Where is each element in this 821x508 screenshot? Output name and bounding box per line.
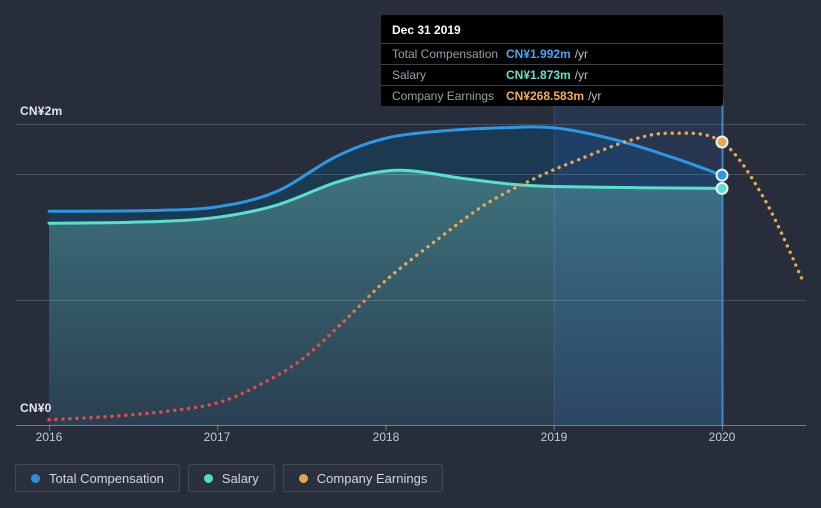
x-tick-2017: 2017	[203, 430, 231, 444]
x-tick-2018: 2018	[372, 430, 400, 444]
x-tick-2019: 2019	[540, 430, 568, 444]
tooltip-row-salary: Salary CN¥1.873m /yr	[381, 64, 723, 85]
legend-label: Total Compensation	[49, 470, 164, 486]
legend-item-total-compensation[interactable]: Total Compensation	[15, 464, 180, 492]
y-axis-label-max: CN¥2m	[20, 104, 63, 118]
tooltip-row-total-compensation: Total Compensation CN¥1.992m /yr	[381, 43, 723, 64]
x-tick-2020: 2020	[708, 430, 736, 444]
y-axis-label-zero: CN¥0	[20, 401, 52, 415]
tooltip-row-company-earnings: Company Earnings CN¥268.583m /yr	[381, 85, 723, 106]
chart-legend: Total Compensation Salary Company Earnin…	[15, 464, 444, 492]
legend-dot-total-compensation-icon	[31, 473, 40, 483]
legend-item-salary[interactable]: Salary	[187, 464, 275, 492]
legend-item-company-earnings[interactable]: Company Earnings	[282, 464, 444, 492]
legend-label: Salary	[221, 470, 259, 486]
legend-label: Company Earnings	[316, 470, 428, 486]
legend-dot-salary-icon	[203, 473, 213, 483]
legend-dot-company-earnings-icon	[298, 473, 308, 483]
chart-tooltip: Dec 31 2019 Total Compensation CN¥1.992m…	[381, 15, 723, 106]
tooltip-date: Dec 31 2019	[392, 23, 461, 37]
x-tick-2016: 2016	[35, 430, 63, 444]
